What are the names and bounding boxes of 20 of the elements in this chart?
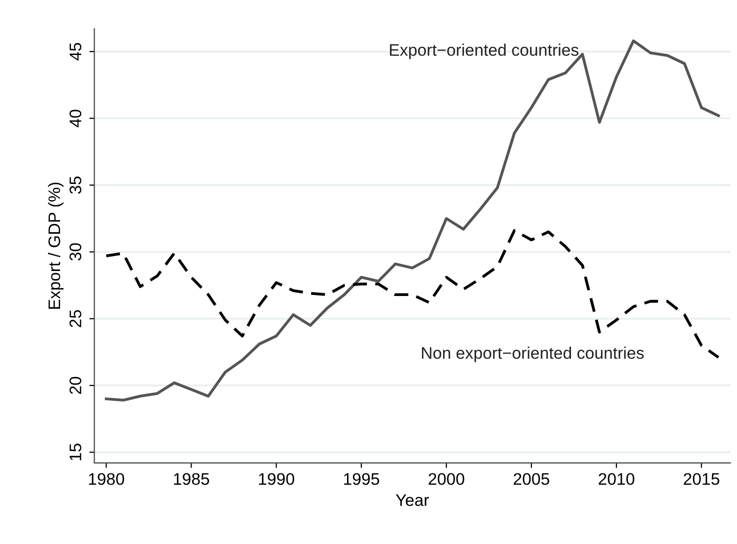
y-tick-label: 15: [70, 444, 82, 460]
x-tick-label: 1980: [88, 473, 124, 485]
line-series: [104, 39, 720, 402]
y-tick-label: 30: [70, 243, 82, 261]
x-tick-label: 1990: [259, 473, 294, 485]
x-axis-title: Year: [396, 494, 429, 506]
y-tick-label: 25: [70, 310, 82, 328]
x-tick-label: 2005: [514, 473, 550, 485]
y-tick-label: 35: [70, 176, 82, 194]
y-tick-label: 40: [70, 110, 82, 128]
x-tick-label: 1985: [174, 473, 210, 485]
x-tick-label: 1995: [344, 473, 380, 485]
series-label: Export−oriented countries: [390, 44, 578, 60]
x-tick-label: 2010: [598, 473, 634, 485]
x-tick-label: 2000: [428, 473, 464, 485]
y-tick-label: 20: [70, 376, 82, 394]
y-tick-label: 45: [70, 42, 82, 60]
y-axis-title: Export / GDP (%): [48, 182, 64, 309]
text: Non export−oriented countries: [422, 346, 644, 362]
x-tick-label: 2015: [684, 473, 720, 485]
